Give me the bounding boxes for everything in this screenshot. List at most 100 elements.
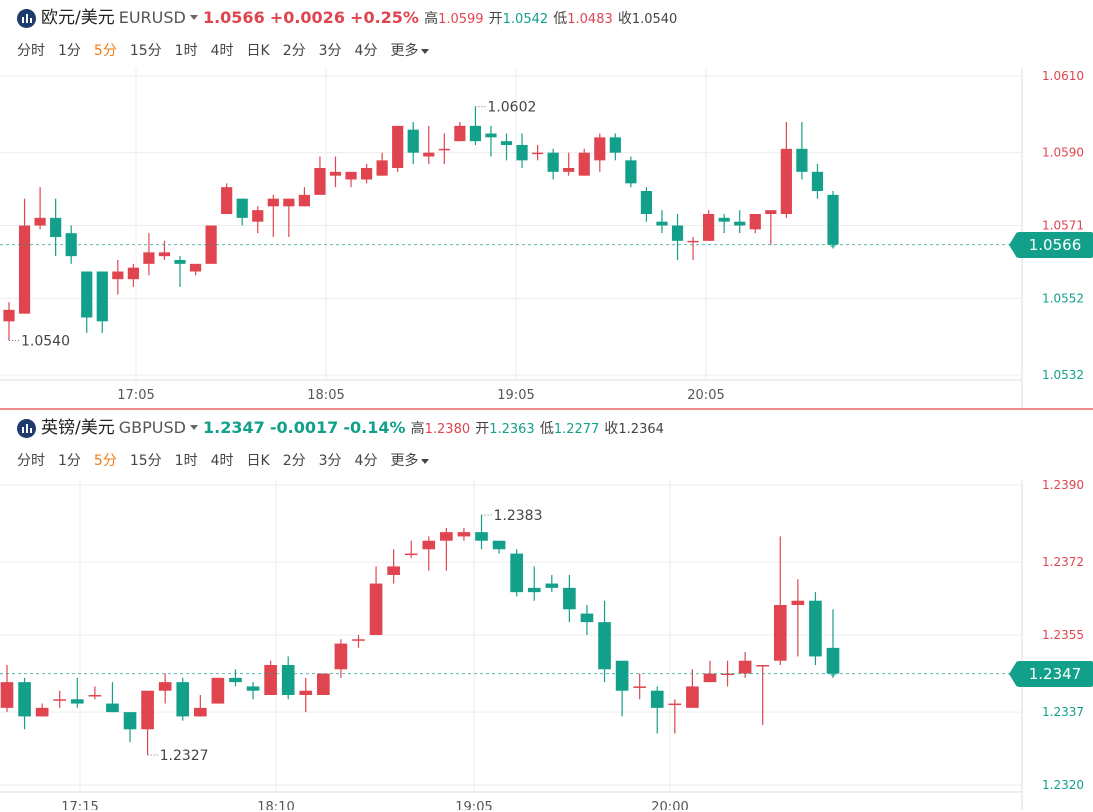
quote-header: 英镑/美元 GBPUSD 1.2347 -0.0017 -0.14% 高1.238… bbox=[0, 410, 1093, 446]
candle-body bbox=[580, 613, 594, 623]
period-tab-active[interactable]: 5分 bbox=[93, 453, 117, 469]
candle-body bbox=[811, 171, 824, 191]
more-label[interactable]: 更多 bbox=[390, 43, 419, 59]
gbpusd-panel: 英镑/美元 GBPUSD 1.2347 -0.0017 -0.14% 高1.238… bbox=[0, 410, 1093, 812]
period-tab-active[interactable]: 5分 bbox=[93, 43, 117, 59]
candle-body bbox=[334, 643, 348, 670]
pair-code[interactable]: EURUSD bbox=[118, 8, 186, 27]
candle-body bbox=[609, 137, 621, 153]
chart-bars-icon bbox=[17, 419, 36, 438]
period-tab[interactable]: 日K bbox=[246, 453, 270, 469]
y-tick-label: 1.2320 bbox=[1042, 778, 1084, 792]
candle-body bbox=[796, 148, 808, 172]
period-tab[interactable]: 3分 bbox=[318, 453, 342, 469]
candle-body bbox=[578, 152, 590, 176]
candle-body bbox=[650, 690, 664, 708]
candle-body bbox=[246, 686, 260, 691]
high-value: 1.2380 bbox=[424, 422, 471, 437]
candle-body bbox=[264, 665, 277, 695]
y-tick-label: 1.2337 bbox=[1042, 705, 1084, 719]
x-tick-label: 17:15 bbox=[61, 800, 98, 810]
candle-body bbox=[329, 171, 342, 176]
low-value: 1.0483 bbox=[567, 12, 613, 27]
candle-body bbox=[738, 660, 752, 674]
candle-body bbox=[749, 214, 761, 230]
period-tab[interactable]: 4分 bbox=[354, 453, 378, 469]
more-menu[interactable]: 更多 bbox=[390, 43, 430, 59]
period-tab[interactable]: 4分 bbox=[354, 43, 378, 59]
period-tab[interactable]: 4时 bbox=[210, 43, 234, 59]
period-tab[interactable]: 15分 bbox=[129, 43, 162, 59]
candle-body bbox=[703, 214, 715, 241]
candle-body bbox=[193, 707, 207, 717]
candle-body bbox=[703, 673, 717, 683]
price-change-percent: +0.25% bbox=[350, 8, 419, 27]
period-tab[interactable]: 1时 bbox=[174, 453, 198, 469]
current-price-dot bbox=[830, 241, 836, 248]
pair-code[interactable]: GBPUSD bbox=[118, 418, 186, 437]
candle-body bbox=[123, 712, 137, 730]
period-tab[interactable]: 3分 bbox=[318, 43, 342, 59]
chevron-down-icon[interactable] bbox=[189, 425, 198, 430]
min-price-label: 1.2327 bbox=[160, 748, 209, 764]
period-tab[interactable]: 分时 bbox=[17, 43, 45, 59]
chevron-down-icon[interactable] bbox=[421, 48, 430, 54]
price-change-percent: -0.14% bbox=[343, 418, 406, 437]
candle-body bbox=[112, 271, 124, 280]
candle-body bbox=[18, 682, 31, 717]
y-tick-label: 1.0590 bbox=[1042, 146, 1084, 160]
open-label: 开 bbox=[475, 421, 490, 437]
period-tab[interactable]: 日K bbox=[246, 43, 270, 59]
gbpusd-candlestick-chart[interactable]: 1.2390 1.2372 1.2355 1.2337 1.2320 17:15 18:10… bbox=[0, 480, 1093, 810]
candle-body bbox=[236, 198, 248, 218]
candle-body bbox=[3, 309, 15, 322]
period-tab[interactable]: 1分 bbox=[58, 453, 81, 469]
candle-body bbox=[283, 198, 295, 207]
candle-body bbox=[532, 152, 544, 155]
y-tick-label: 1.0552 bbox=[1042, 291, 1084, 305]
period-tab[interactable]: 分时 bbox=[17, 453, 45, 469]
candle-body bbox=[765, 210, 777, 214]
x-tick-label: 19:05 bbox=[455, 800, 492, 810]
more-menu[interactable]: 更多 bbox=[390, 453, 430, 469]
pair-name[interactable]: 欧元/美元 bbox=[41, 8, 115, 28]
candle-body bbox=[189, 263, 202, 272]
y-tick-label: 1.2355 bbox=[1042, 628, 1084, 642]
period-tab[interactable]: 15分 bbox=[129, 453, 162, 469]
candle-body bbox=[34, 217, 46, 226]
high-value: 1.0599 bbox=[438, 12, 484, 27]
candle-body bbox=[422, 540, 436, 550]
candle-body bbox=[687, 240, 699, 243]
period-tab[interactable]: 1时 bbox=[174, 43, 198, 59]
y-tick-label: 1.2372 bbox=[1042, 555, 1084, 569]
candle-body bbox=[510, 553, 523, 593]
candle-body bbox=[500, 141, 513, 145]
candle-body bbox=[545, 583, 559, 588]
more-label[interactable]: 更多 bbox=[390, 453, 419, 469]
chevron-down-icon[interactable] bbox=[421, 458, 430, 464]
candle-body bbox=[345, 171, 357, 180]
candle-body bbox=[281, 665, 295, 695]
eurusd-candlestick-chart[interactable]: 1.0610 1.0590 1.0571 1.0552 1.0532 17:05 18:05… bbox=[0, 68, 1093, 408]
candle-body bbox=[469, 125, 482, 142]
x-tick-label: 18:10 bbox=[257, 800, 294, 810]
pair-name[interactable]: 英镑/美元 bbox=[41, 418, 115, 438]
candle-body bbox=[826, 647, 840, 674]
candle-body bbox=[221, 187, 233, 214]
period-tab[interactable]: 2分 bbox=[282, 43, 306, 59]
period-tab[interactable]: 4时 bbox=[210, 453, 234, 469]
candle-body bbox=[299, 690, 313, 695]
period-selector: 分时 1分 5分 15分 1时 4时 日K 2分 3分 4分 更多 bbox=[17, 450, 442, 470]
chevron-down-icon[interactable] bbox=[189, 15, 198, 20]
candle-body bbox=[106, 703, 119, 713]
candle-body bbox=[267, 198, 279, 207]
candle-body bbox=[440, 532, 453, 541]
current-price-tag: 1.0566 bbox=[1009, 231, 1093, 258]
candle-body bbox=[143, 252, 155, 264]
period-tab[interactable]: 1分 bbox=[58, 43, 81, 59]
candle-body bbox=[360, 168, 373, 180]
period-tab[interactable]: 2分 bbox=[282, 453, 306, 469]
candle-body bbox=[317, 673, 330, 695]
candle-body bbox=[50, 217, 62, 237]
candle-body bbox=[229, 677, 242, 683]
